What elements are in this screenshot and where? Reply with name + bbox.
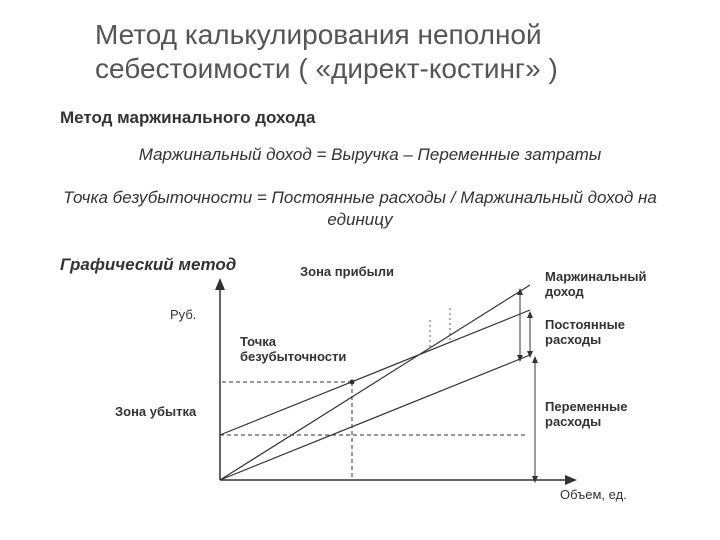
- x-axis-arrow-icon: [565, 475, 577, 485]
- total-cost-line: [220, 310, 530, 435]
- profit-zone-label: Зона прибыли: [300, 265, 394, 280]
- formula-breakeven: Точка безубыточности = Постоянные расход…: [60, 187, 660, 231]
- marker-marginal-arrow-up-icon: [517, 288, 523, 295]
- marker-variable-arrow-up-icon: [532, 356, 538, 363]
- formula-marginal-income: Маржинальный доход = Выручка – Переменны…: [90, 145, 650, 165]
- fixed-costs-label: Постоянные расходы: [545, 318, 645, 348]
- method-subtitle: Метод маржинального дохода: [60, 108, 315, 128]
- y-axis-label: Руб.: [170, 308, 196, 323]
- variable-cost-line: [220, 355, 530, 480]
- variable-costs-label: Переменные расходы: [545, 400, 645, 430]
- breakeven-label: Точка безубыточности: [240, 335, 350, 365]
- slide: Метод калькулирования неполной себестоим…: [0, 0, 720, 540]
- marker-fixed-arrow-up-icon: [527, 311, 533, 318]
- marginal-income-label: Маржинальный доход: [545, 270, 655, 300]
- chart-svg: [130, 260, 610, 510]
- x-axis-label: Объем, ед.: [560, 488, 627, 503]
- y-axis-arrow-icon: [215, 278, 225, 290]
- loss-zone-label: Зона убытка: [115, 405, 196, 420]
- slide-title: Метод калькулирования неполной себестоим…: [95, 18, 655, 85]
- breakeven-chart: Руб. Объем, ед. Зона прибыли Зона убытка…: [130, 260, 610, 510]
- marker-fixed-arrow-dn-icon: [527, 351, 533, 358]
